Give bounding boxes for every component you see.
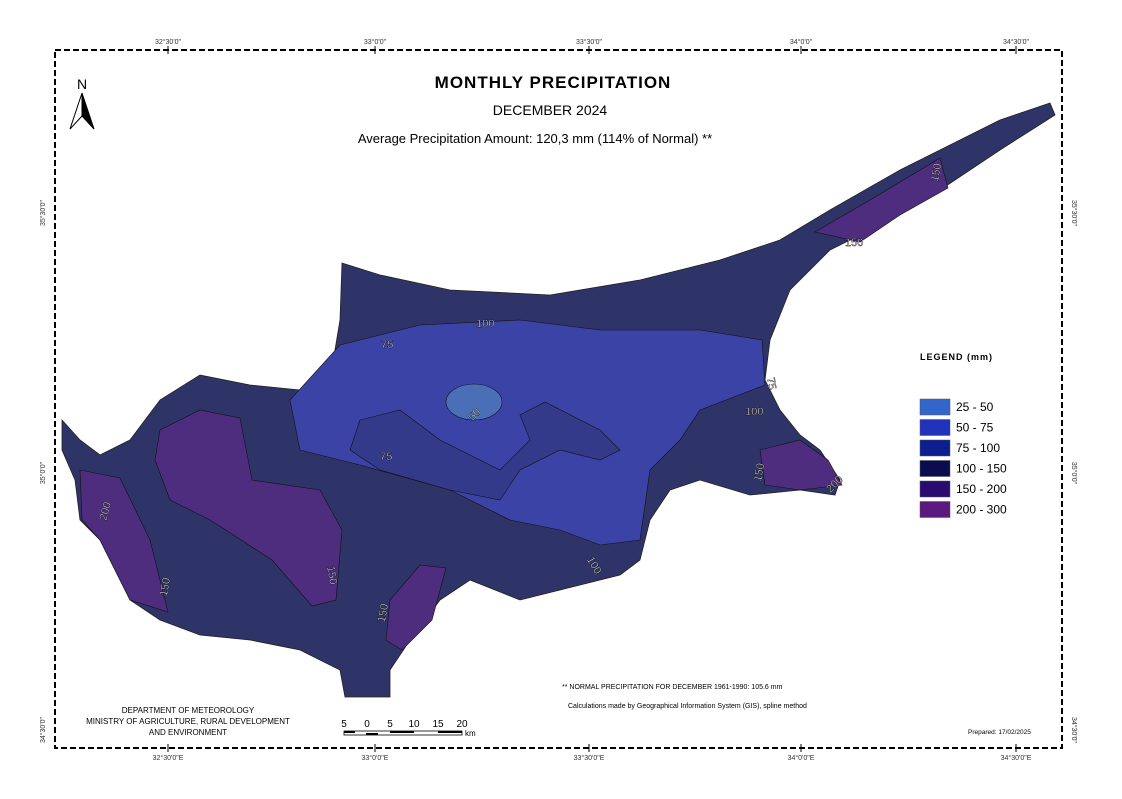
map-title: MONTHLY PRECIPITATION [435, 73, 672, 92]
graticule-label: 34°0'0"E [788, 754, 815, 762]
graticule-label: 35°30'0" [39, 199, 47, 226]
zone-150-200 [79, 469, 169, 613]
scale-label: 0 [364, 719, 370, 730]
scale-label: 5 [341, 719, 347, 730]
zone-75-100 [349, 401, 621, 501]
zone-150-200 [154, 409, 343, 607]
legend-label: 75 - 100 [956, 441, 1000, 455]
legend-swatch [919, 439, 951, 457]
legend-swatch [919, 460, 951, 477]
legend: 25 - 50 50 - 75 75 - 100 100 - 150 150 - 200… [919, 398, 1007, 518]
legend-swatch [919, 501, 951, 518]
legend-label: 150 - 200 [956, 482, 1007, 496]
contour-label: 100 [745, 406, 763, 418]
scale-label: 15 [432, 719, 444, 730]
graticule-label: 35°0'0" [39, 461, 47, 484]
contour-label: 100 [476, 318, 494, 330]
normal-note: ** NORMAL PRECIPITATION FOR DECEMBER 196… [562, 684, 783, 691]
legend-swatch [919, 398, 951, 416]
north-arrow [81, 92, 95, 130]
department: MINISTRY OF AGRICULTURE, RURAL DEVELOPME… [86, 717, 290, 726]
north-label: N [77, 76, 87, 92]
department: AND ENVIRONMENT [149, 728, 227, 737]
contour-label: 150 [929, 162, 944, 182]
graticule-label: 34°30'0" [1003, 38, 1030, 46]
legend-label: 200 - 300 [956, 503, 1007, 517]
graticule-label: 34°0'0" [790, 38, 813, 46]
graticule-label: 34°30'0"E [1001, 754, 1032, 762]
graticule-label: 33°0'0"E [362, 754, 389, 762]
legend-label: 100 - 150 [956, 462, 1007, 476]
zone-25-50 [445, 383, 503, 421]
zone-150-200 [814, 157, 949, 243]
map-subtitle: DECEMBER 2024 [493, 102, 608, 118]
north-arrow [69, 92, 83, 130]
scale-unit: km [465, 729, 476, 738]
map-summary: Average Precipitation Amount: 120,3 mm (… [358, 131, 712, 146]
legend-label: 25 - 50 [956, 400, 994, 414]
map-frame [54, 49, 1063, 749]
prepared-date: Prepared: 17/02/2025 [968, 729, 1031, 736]
graticule-label: 35°0'0" [1070, 462, 1078, 485]
graticule-label: 32°30'0"E [153, 754, 184, 762]
contour-label: 150 [752, 462, 767, 482]
contour-label: 75 [764, 377, 778, 391]
scale-label: 10 [408, 719, 420, 730]
graticule-label: 33°30'0"E [574, 754, 605, 762]
contour-label: 75 [380, 451, 392, 463]
graticule-label: 34°30'0" [1070, 717, 1078, 744]
graticule: 32°30'0" 33°0'0" 33°30'0" 34°0'0" 34°30'0" 32… [39, 38, 1078, 762]
contour-label: 75 [381, 339, 393, 351]
graticule-label: 33°0'0" [364, 38, 387, 46]
graticule-label: 34°30'0" [39, 716, 47, 743]
graticule-label: 32°30'0" [155, 38, 182, 46]
graticule-label: 35°30'0" [1070, 200, 1078, 227]
contour-label: 150 [158, 577, 173, 597]
scale-label: 20 [456, 719, 468, 730]
legend-title: LEGEND (mm) [920, 352, 993, 362]
scale-label: 5 [387, 719, 393, 730]
contour-label: 150 [376, 603, 391, 623]
method-note: Calculations made by Geographical Inform… [568, 703, 807, 710]
legend-swatch [919, 419, 951, 436]
legend-label: 50 - 75 [956, 421, 994, 435]
zone-150-200 [385, 564, 447, 651]
graticule-label: 33°30'0" [576, 38, 603, 46]
contour-label: 200 [98, 501, 114, 522]
contour-label: 150 [845, 237, 863, 249]
department: DEPARTMENT OF METEOROLOGY [122, 706, 255, 715]
contour-label: 150 [324, 565, 339, 585]
zone-150-200 [759, 439, 843, 491]
legend-swatch [919, 480, 951, 498]
